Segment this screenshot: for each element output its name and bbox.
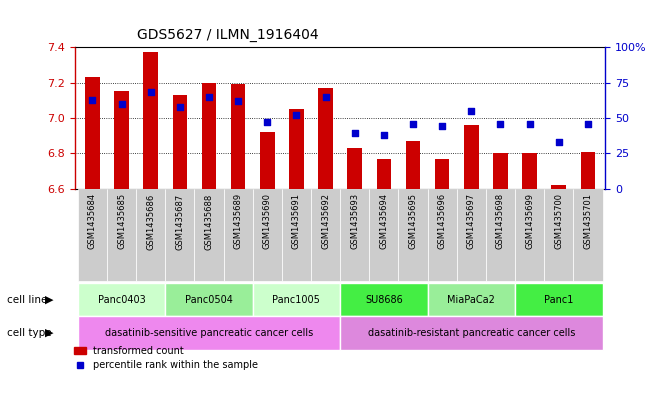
FancyBboxPatch shape	[253, 283, 340, 316]
Text: GSM1435694: GSM1435694	[380, 193, 389, 249]
FancyBboxPatch shape	[107, 189, 136, 281]
Point	[320, 94, 331, 100]
Text: Panc0504: Panc0504	[185, 295, 233, 305]
Bar	[551, 185, 566, 189]
Point	[466, 108, 477, 114]
FancyBboxPatch shape	[515, 283, 603, 316]
Text: GDS5627 / ILMN_1916404: GDS5627 / ILMN_1916404	[137, 28, 318, 42]
Point	[553, 139, 564, 145]
Text: GSM1435695: GSM1435695	[409, 193, 417, 249]
Text: GSM1435700: GSM1435700	[554, 193, 563, 249]
Text: GSM1435686: GSM1435686	[146, 193, 155, 250]
Text: Panc1: Panc1	[544, 295, 574, 305]
Text: GSM1435697: GSM1435697	[467, 193, 476, 250]
Text: GSM1435684: GSM1435684	[88, 193, 97, 250]
FancyBboxPatch shape	[165, 283, 253, 316]
Text: cell type: cell type	[7, 328, 51, 338]
Text: ▶: ▶	[44, 295, 53, 305]
Point	[174, 103, 185, 110]
Bar	[173, 95, 187, 189]
Point	[350, 130, 360, 137]
Bar	[348, 148, 362, 189]
FancyBboxPatch shape	[77, 189, 107, 281]
FancyBboxPatch shape	[136, 189, 165, 281]
Text: GSM1435696: GSM1435696	[437, 193, 447, 250]
Text: dasatinib-resistant pancreatic cancer cells: dasatinib-resistant pancreatic cancer ce…	[368, 328, 575, 338]
FancyBboxPatch shape	[369, 189, 398, 281]
Bar	[522, 153, 537, 189]
Bar	[406, 141, 421, 189]
FancyBboxPatch shape	[515, 189, 544, 281]
Point	[117, 101, 127, 107]
Text: dasatinib-sensitive pancreatic cancer cells: dasatinib-sensitive pancreatic cancer ce…	[105, 328, 313, 338]
Text: Panc1005: Panc1005	[273, 295, 320, 305]
Point	[525, 120, 535, 127]
FancyBboxPatch shape	[311, 189, 340, 281]
Point	[408, 120, 418, 127]
Point	[204, 94, 214, 100]
Text: GSM1435689: GSM1435689	[234, 193, 243, 250]
Point	[379, 132, 389, 138]
Text: GSM1435685: GSM1435685	[117, 193, 126, 250]
FancyBboxPatch shape	[428, 189, 457, 281]
Point	[495, 120, 506, 127]
Bar	[202, 83, 216, 189]
FancyBboxPatch shape	[574, 189, 603, 281]
FancyBboxPatch shape	[457, 189, 486, 281]
Bar	[376, 159, 391, 189]
Bar	[493, 153, 508, 189]
Text: GSM1435691: GSM1435691	[292, 193, 301, 249]
FancyBboxPatch shape	[165, 189, 195, 281]
Bar	[318, 88, 333, 189]
Legend: transformed count, percentile rank within the sample: transformed count, percentile rank withi…	[70, 342, 262, 375]
Point	[145, 89, 156, 95]
Bar	[260, 132, 275, 189]
FancyBboxPatch shape	[340, 189, 369, 281]
Text: GSM1435699: GSM1435699	[525, 193, 534, 249]
Point	[233, 98, 243, 104]
FancyBboxPatch shape	[253, 189, 282, 281]
FancyBboxPatch shape	[486, 189, 515, 281]
Bar	[85, 77, 100, 189]
FancyBboxPatch shape	[223, 189, 253, 281]
Point	[437, 123, 447, 130]
Text: MiaPaCa2: MiaPaCa2	[447, 295, 495, 305]
Text: GSM1435693: GSM1435693	[350, 193, 359, 250]
FancyBboxPatch shape	[77, 283, 165, 316]
FancyBboxPatch shape	[77, 316, 340, 350]
FancyBboxPatch shape	[544, 189, 574, 281]
FancyBboxPatch shape	[340, 283, 428, 316]
Text: GSM1435690: GSM1435690	[263, 193, 271, 249]
Text: GSM1435692: GSM1435692	[321, 193, 330, 249]
Text: GSM1435698: GSM1435698	[496, 193, 505, 250]
Text: Panc0403: Panc0403	[98, 295, 145, 305]
Bar	[435, 159, 449, 189]
Bar	[581, 152, 595, 189]
FancyBboxPatch shape	[428, 283, 515, 316]
Text: SU8686: SU8686	[365, 295, 403, 305]
FancyBboxPatch shape	[398, 189, 428, 281]
Bar	[464, 125, 478, 189]
Text: GSM1435687: GSM1435687	[175, 193, 184, 250]
Bar	[289, 109, 304, 189]
Bar	[143, 53, 158, 189]
Text: GSM1435701: GSM1435701	[583, 193, 592, 249]
Text: GSM1435688: GSM1435688	[204, 193, 214, 250]
Point	[262, 119, 273, 125]
Text: ▶: ▶	[44, 328, 53, 338]
Point	[583, 120, 593, 127]
Bar	[231, 84, 245, 189]
FancyBboxPatch shape	[282, 189, 311, 281]
Text: cell line: cell line	[7, 295, 47, 305]
FancyBboxPatch shape	[340, 316, 603, 350]
Point	[291, 112, 301, 118]
Point	[87, 96, 98, 103]
FancyBboxPatch shape	[195, 189, 223, 281]
Bar	[114, 92, 129, 189]
